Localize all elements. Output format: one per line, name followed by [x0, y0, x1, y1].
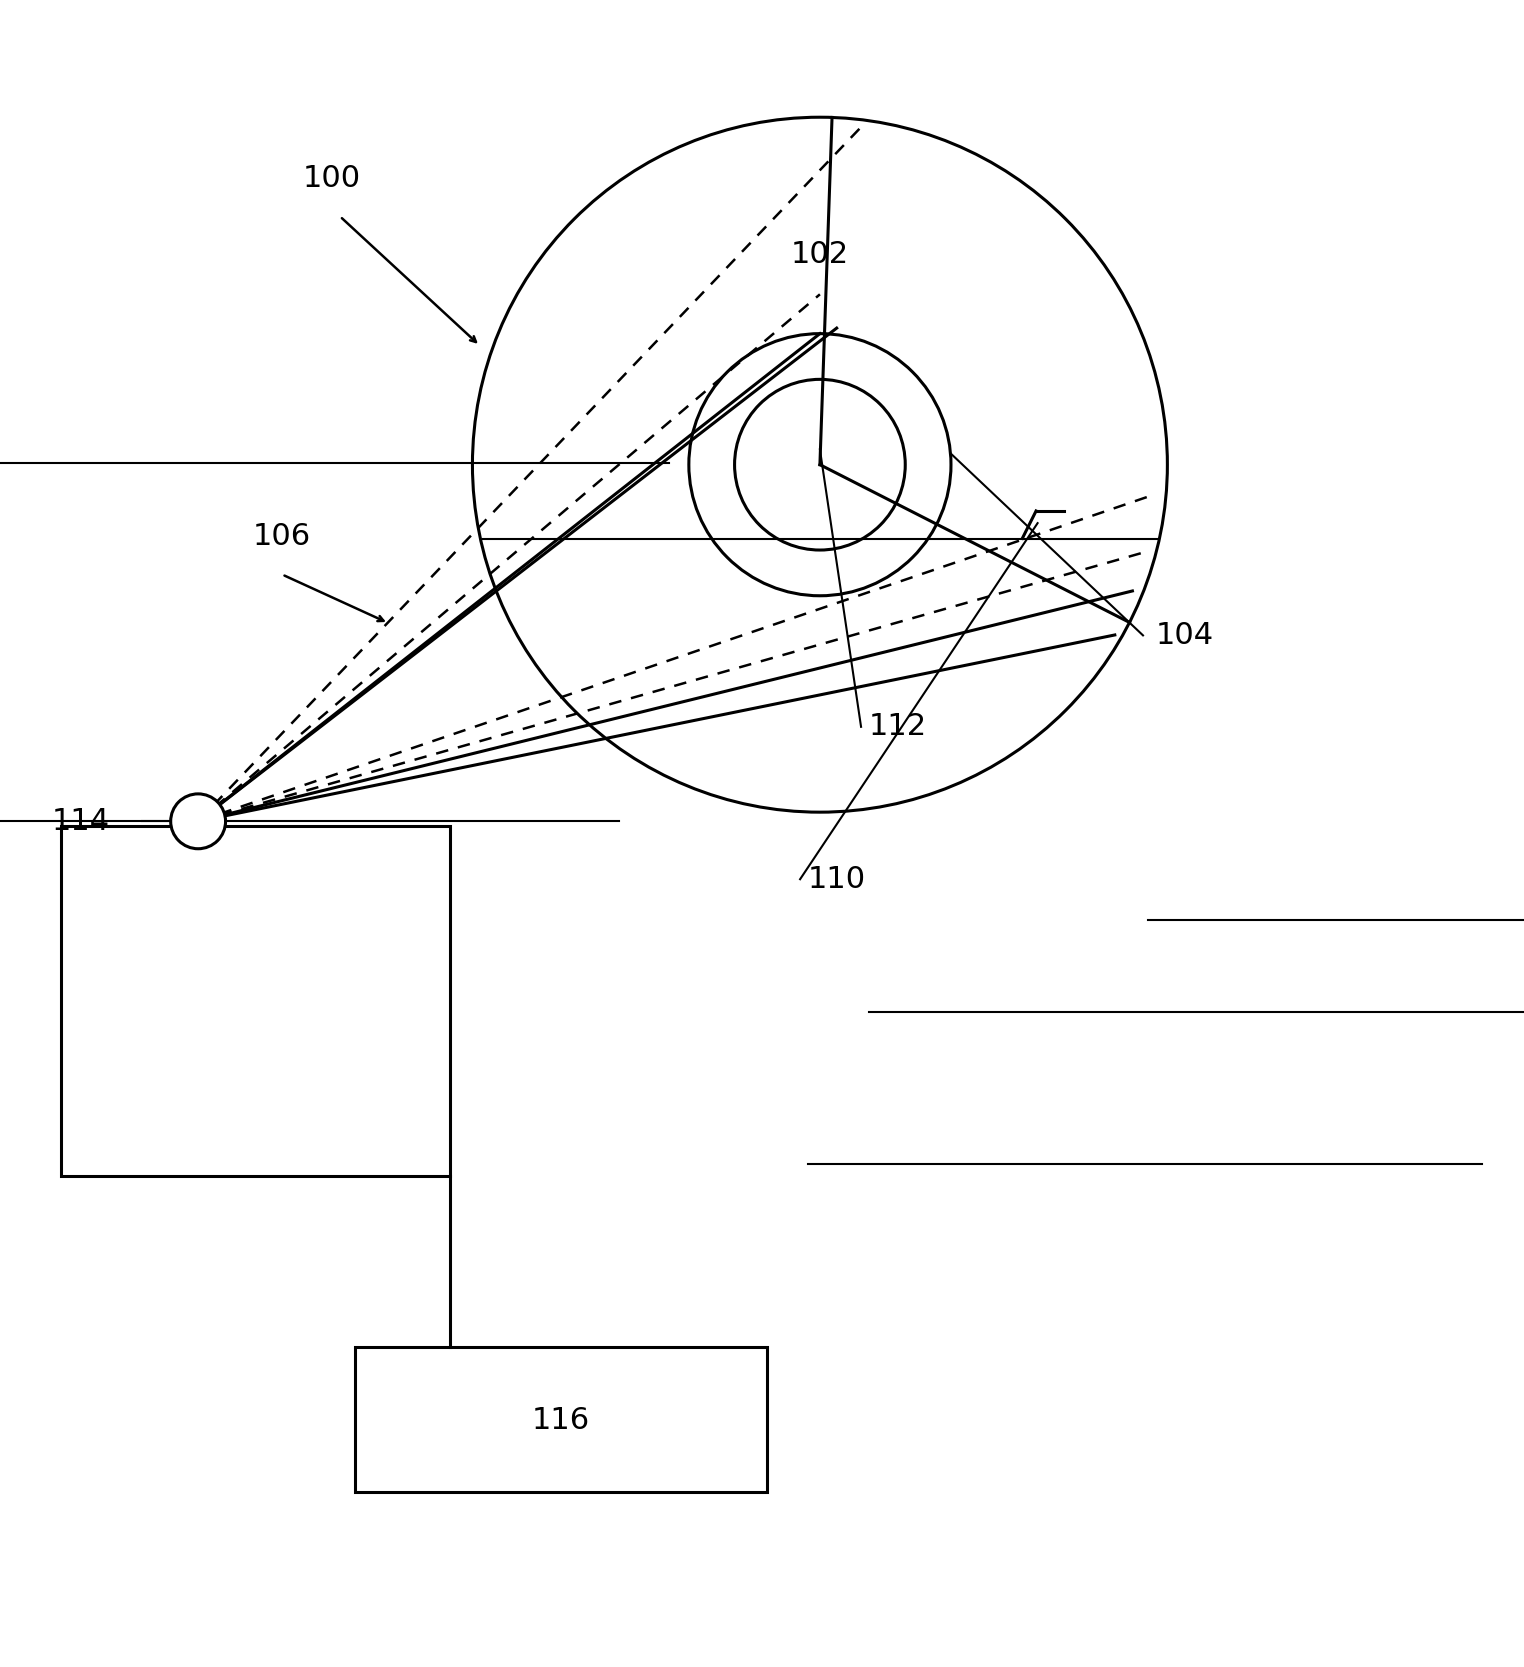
- Circle shape: [171, 793, 226, 849]
- Text: 104: 104: [1155, 620, 1213, 650]
- Text: 102: 102: [791, 240, 849, 268]
- Bar: [61, 825, 450, 1177]
- Text: 116: 116: [532, 1405, 590, 1435]
- Text: 100: 100: [303, 163, 361, 193]
- Text: 106: 106: [253, 522, 311, 550]
- Text: 110: 110: [808, 865, 866, 894]
- Text: 112: 112: [869, 712, 927, 742]
- Bar: [355, 1347, 767, 1492]
- Text: 114: 114: [52, 807, 110, 835]
